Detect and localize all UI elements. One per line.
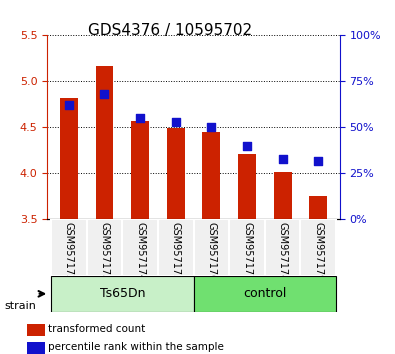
Bar xyxy=(27,324,45,336)
FancyBboxPatch shape xyxy=(194,276,336,312)
FancyBboxPatch shape xyxy=(265,219,301,276)
Text: GSM957179: GSM957179 xyxy=(313,222,324,281)
Bar xyxy=(203,132,220,219)
Text: transformed count: transformed count xyxy=(48,324,145,334)
FancyBboxPatch shape xyxy=(122,219,158,276)
FancyBboxPatch shape xyxy=(51,219,87,276)
Text: Ts65Dn: Ts65Dn xyxy=(100,287,145,300)
Text: strain: strain xyxy=(4,301,36,311)
Point xyxy=(137,115,143,121)
Bar xyxy=(309,195,327,219)
Point xyxy=(101,91,107,97)
Text: GSM957172: GSM957172 xyxy=(64,222,74,282)
Bar xyxy=(131,121,149,219)
Text: GDS4376 / 10595702: GDS4376 / 10595702 xyxy=(88,23,252,38)
Text: GSM957175: GSM957175 xyxy=(171,222,181,282)
FancyBboxPatch shape xyxy=(158,219,194,276)
FancyBboxPatch shape xyxy=(229,219,265,276)
FancyBboxPatch shape xyxy=(301,219,336,276)
Text: GSM957174: GSM957174 xyxy=(135,222,145,281)
Bar xyxy=(27,342,45,354)
Bar xyxy=(60,98,78,219)
Bar xyxy=(238,154,256,219)
Point xyxy=(173,119,179,125)
Point xyxy=(66,103,72,108)
Bar xyxy=(167,129,184,219)
Text: GSM957173: GSM957173 xyxy=(100,222,109,281)
Text: GSM957176: GSM957176 xyxy=(206,222,216,281)
Text: GSM957177: GSM957177 xyxy=(242,222,252,282)
FancyBboxPatch shape xyxy=(87,219,122,276)
Text: control: control xyxy=(243,287,286,300)
Text: percentile rank within the sample: percentile rank within the sample xyxy=(48,342,224,352)
Text: GSM957178: GSM957178 xyxy=(278,222,288,281)
Point xyxy=(208,125,214,130)
Point xyxy=(315,158,322,164)
Point xyxy=(280,156,286,161)
Bar xyxy=(96,66,113,219)
FancyBboxPatch shape xyxy=(51,276,194,312)
FancyBboxPatch shape xyxy=(194,219,229,276)
Point xyxy=(244,143,250,149)
Bar xyxy=(274,172,292,219)
